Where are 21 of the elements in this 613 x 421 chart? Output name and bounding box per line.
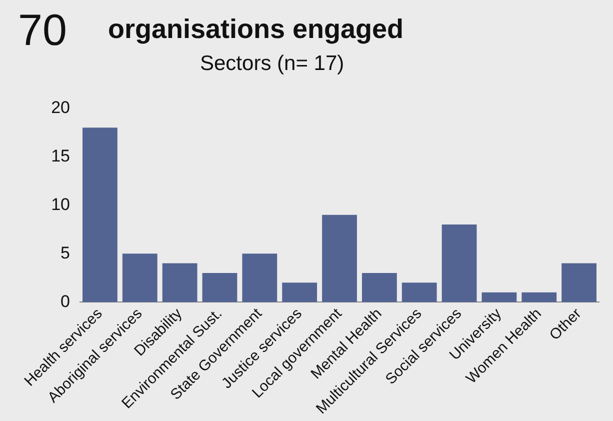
bar <box>562 263 596 302</box>
bar <box>442 224 477 302</box>
bar <box>482 292 517 302</box>
y-tick-label: 20 <box>51 98 70 117</box>
bar <box>202 272 238 302</box>
y-tick-label: 15 <box>51 146 70 166</box>
chart-title: 70 <box>18 6 67 56</box>
bar <box>402 282 437 302</box>
text: Sectors (n= 17) <box>200 52 344 76</box>
bar <box>322 214 357 302</box>
bar <box>122 254 158 302</box>
bar <box>282 282 318 302</box>
bar <box>242 254 278 302</box>
bar <box>82 128 118 302</box>
chart-subtitle: organisations engaged <box>108 14 404 45</box>
y-tick-label: 10 <box>51 194 70 214</box>
y-tick-label: 5 <box>60 243 70 262</box>
bar <box>162 263 198 302</box>
bar <box>522 292 557 302</box>
y-tick-label: 0 <box>60 292 70 311</box>
bar <box>362 272 397 302</box>
